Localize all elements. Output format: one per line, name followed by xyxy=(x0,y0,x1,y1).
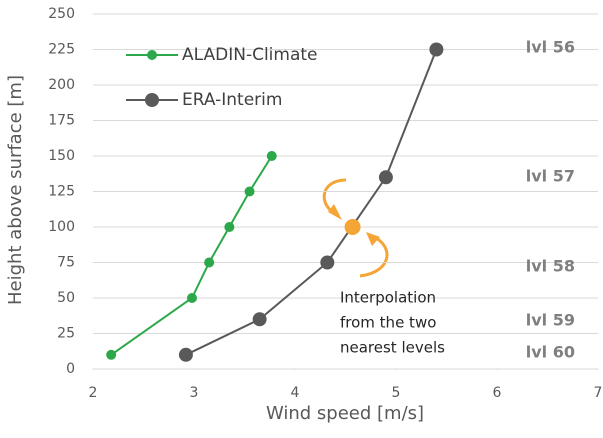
legend-label: ERA-Interim xyxy=(182,90,282,110)
annotation: nearest levels xyxy=(340,339,445,357)
annotation: from the two xyxy=(340,314,436,332)
y-tick-label: 0 xyxy=(66,361,75,377)
level-label: lvl 58 xyxy=(526,257,575,276)
legend-marker xyxy=(147,50,157,60)
series-line xyxy=(110,155,273,356)
interpolated-point xyxy=(344,219,361,235)
data-point xyxy=(244,186,255,197)
arrow-head xyxy=(366,232,380,246)
level-label: lvl 57 xyxy=(526,167,575,186)
y-tick-label: 150 xyxy=(48,148,75,164)
data-point xyxy=(224,222,235,232)
x-tick-label: 5 xyxy=(392,385,401,401)
arrow-head xyxy=(328,204,342,220)
legend-label: ALADIN-Climate xyxy=(182,45,318,65)
data-point xyxy=(204,257,215,268)
y-tick-label: 200 xyxy=(48,77,75,93)
y-tick-label: 250 xyxy=(48,6,75,22)
data-point xyxy=(252,312,267,327)
data-point xyxy=(429,42,444,57)
y-tick-label: 25 xyxy=(57,326,75,342)
data-point xyxy=(320,255,335,270)
annotation: Interpolation xyxy=(340,289,436,307)
y-tick-label: 125 xyxy=(48,184,75,200)
y-axis-title: Height above surface [m] xyxy=(5,75,26,305)
data-point xyxy=(378,170,393,185)
level-label: lvl 59 xyxy=(526,311,575,330)
x-tick-label: 3 xyxy=(190,385,199,401)
y-tick-label: 100 xyxy=(48,219,75,235)
level-label: lvl 60 xyxy=(526,343,575,362)
x-tick-label: 7 xyxy=(594,385,603,401)
y-tick-label: 75 xyxy=(57,255,75,271)
y-tick-label: 175 xyxy=(48,113,75,129)
legend-marker xyxy=(145,93,159,107)
data-point xyxy=(178,347,193,362)
data-point xyxy=(186,293,197,303)
x-tick-label: 2 xyxy=(89,385,98,401)
y-tick-label: 50 xyxy=(57,290,75,306)
data-point xyxy=(266,151,277,161)
x-tick-label: 6 xyxy=(493,385,502,401)
x-axis-title: Wind speed [m/s] xyxy=(266,403,424,424)
x-tick-label: 4 xyxy=(291,385,300,401)
data-point xyxy=(106,349,117,360)
level-label: lvl 56 xyxy=(526,38,575,57)
y-tick-label: 225 xyxy=(48,42,75,58)
